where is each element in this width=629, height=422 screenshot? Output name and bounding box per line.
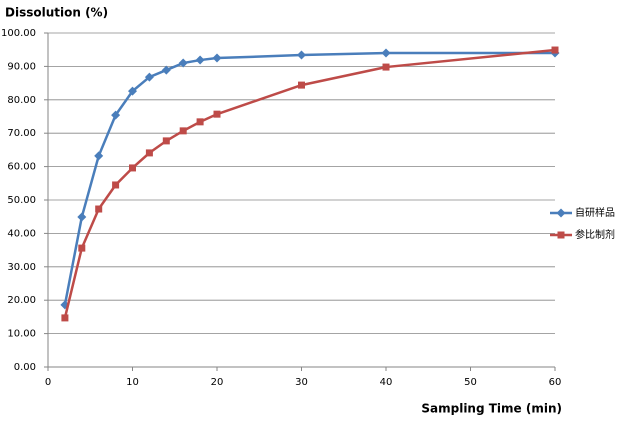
y-tick-label: 0.00 (14, 362, 36, 373)
marker (213, 110, 221, 118)
y-tick-label: 60.00 (7, 162, 36, 173)
marker (144, 72, 154, 82)
marker (551, 46, 559, 54)
x-tick-label: 20 (211, 377, 224, 388)
marker (145, 149, 153, 157)
marker (179, 127, 187, 135)
marker (77, 212, 87, 222)
x-tick-label: 60 (549, 377, 562, 388)
y-tick-label: 100.00 (1, 28, 36, 39)
y-tick-label: 50.00 (7, 195, 36, 206)
marker (161, 65, 171, 75)
y-tick-label: 70.00 (7, 128, 36, 139)
chart-title: Dissolution (%) (5, 6, 108, 20)
marker (178, 58, 188, 68)
legend-marker (557, 231, 565, 239)
marker (112, 181, 120, 189)
x-axis-label: Sampling Time (min) (421, 402, 562, 416)
x-tick-label: 0 (45, 377, 51, 388)
y-tick-label: 80.00 (7, 95, 36, 106)
y-tick-label: 40.00 (7, 228, 36, 239)
marker (382, 63, 390, 71)
marker (195, 55, 205, 65)
legend-marker (556, 208, 566, 218)
marker (162, 137, 170, 145)
y-tick-label: 30.00 (7, 262, 36, 273)
marker (111, 110, 121, 120)
x-tick-label: 50 (464, 377, 477, 388)
marker (298, 81, 305, 89)
marker (381, 48, 391, 58)
marker (78, 244, 86, 252)
x-tick-label: 10 (126, 377, 139, 388)
marker (129, 164, 136, 172)
marker (94, 151, 104, 161)
x-tick-label: 40 (380, 377, 393, 388)
marker (61, 314, 69, 322)
marker (297, 50, 306, 60)
y-tick-label: 90.00 (7, 61, 36, 72)
marker (128, 86, 137, 96)
y-tick-label: 10.00 (7, 329, 36, 340)
legend-label: 自研样品 (575, 206, 615, 219)
marker (196, 118, 204, 126)
marker (95, 205, 103, 213)
legend-label: 参比制剂 (575, 228, 615, 241)
marker (212, 53, 222, 63)
x-tick-label: 30 (295, 377, 308, 388)
y-tick-label: 20.00 (7, 295, 36, 306)
